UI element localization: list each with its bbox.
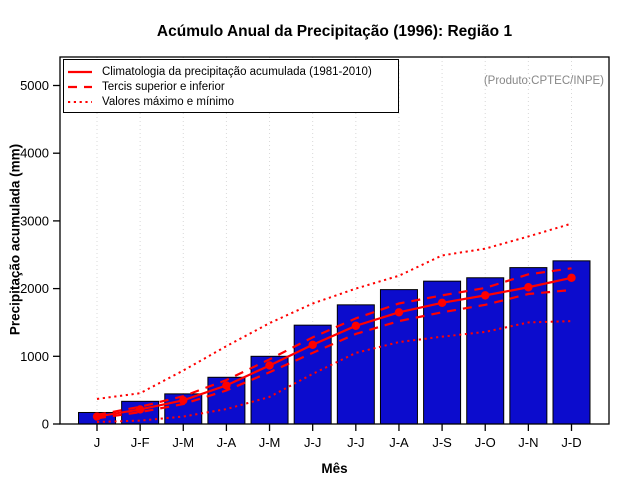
bars: [78, 260, 591, 425]
svg-text:J-N: J-N: [518, 435, 538, 450]
svg-text:J-M: J-M: [172, 435, 194, 450]
legend-row-terciles: Tercis superior e inferior: [68, 79, 398, 94]
legend-label-maxmin: Valores máximo e mínimo: [102, 95, 235, 108]
bar-month-12: [552, 260, 591, 425]
dashed-line-icon: [68, 85, 92, 88]
bar-month-10: [466, 277, 505, 425]
svg-text:5000: 5000: [20, 78, 49, 93]
climatology-line: [96, 276, 572, 418]
upper-tercile-line: [96, 267, 572, 416]
svg-text:J-J: J-J: [304, 435, 321, 450]
legend-label-terciles: Tercis superior e inferior: [102, 80, 225, 93]
svg-text:J-S: J-S: [432, 435, 452, 450]
legend-label-climatology: Climatologia da precipitação acumulada (…: [102, 65, 372, 78]
solid-line-icon: [68, 70, 92, 73]
lower-tercile-line: [96, 288, 572, 420]
watermark-label: (Produto:CPTEC/INPE): [483, 75, 604, 87]
svg-text:3000: 3000: [20, 213, 49, 228]
y-axis-title: Precipitação acumulada (mm): [7, 143, 23, 336]
svg-text:J: J: [94, 435, 101, 450]
svg-text:J-O: J-O: [475, 435, 496, 450]
x-axis: J J-F J-M J-A J-M J-J J-J J-A J-S J-O J-N J-D: [94, 424, 582, 450]
legend: Climatologia da precipitação acumulada (…: [63, 59, 399, 113]
svg-text:J-F: J-F: [131, 435, 150, 450]
svg-text:1000: 1000: [20, 349, 49, 364]
svg-text:4000: 4000: [20, 146, 49, 161]
svg-text:J-J: J-J: [347, 435, 364, 450]
svg-text:J-D: J-D: [561, 435, 581, 450]
legend-row-climatology: Climatologia da precipitação acumulada (…: [68, 64, 398, 79]
y-axis: 0 1000 2000 3000 4000 5000: [20, 78, 60, 432]
svg-text:0: 0: [42, 417, 49, 432]
dotted-line-icon: [68, 100, 92, 103]
climatology-points: [92, 273, 576, 421]
svg-text:2000: 2000: [20, 281, 49, 296]
chart-title: Acúmulo Anual da Precipitação (1996): Re…: [156, 23, 513, 40]
svg-text:J-M: J-M: [259, 435, 281, 450]
plot-border: [59, 56, 610, 425]
x-axis-title: Mês: [321, 461, 348, 476]
svg-text:J-A: J-A: [389, 435, 409, 450]
svg-text:J-A: J-A: [217, 435, 237, 450]
legend-row-maxmin: Valores máximo e mínimo: [68, 94, 398, 109]
